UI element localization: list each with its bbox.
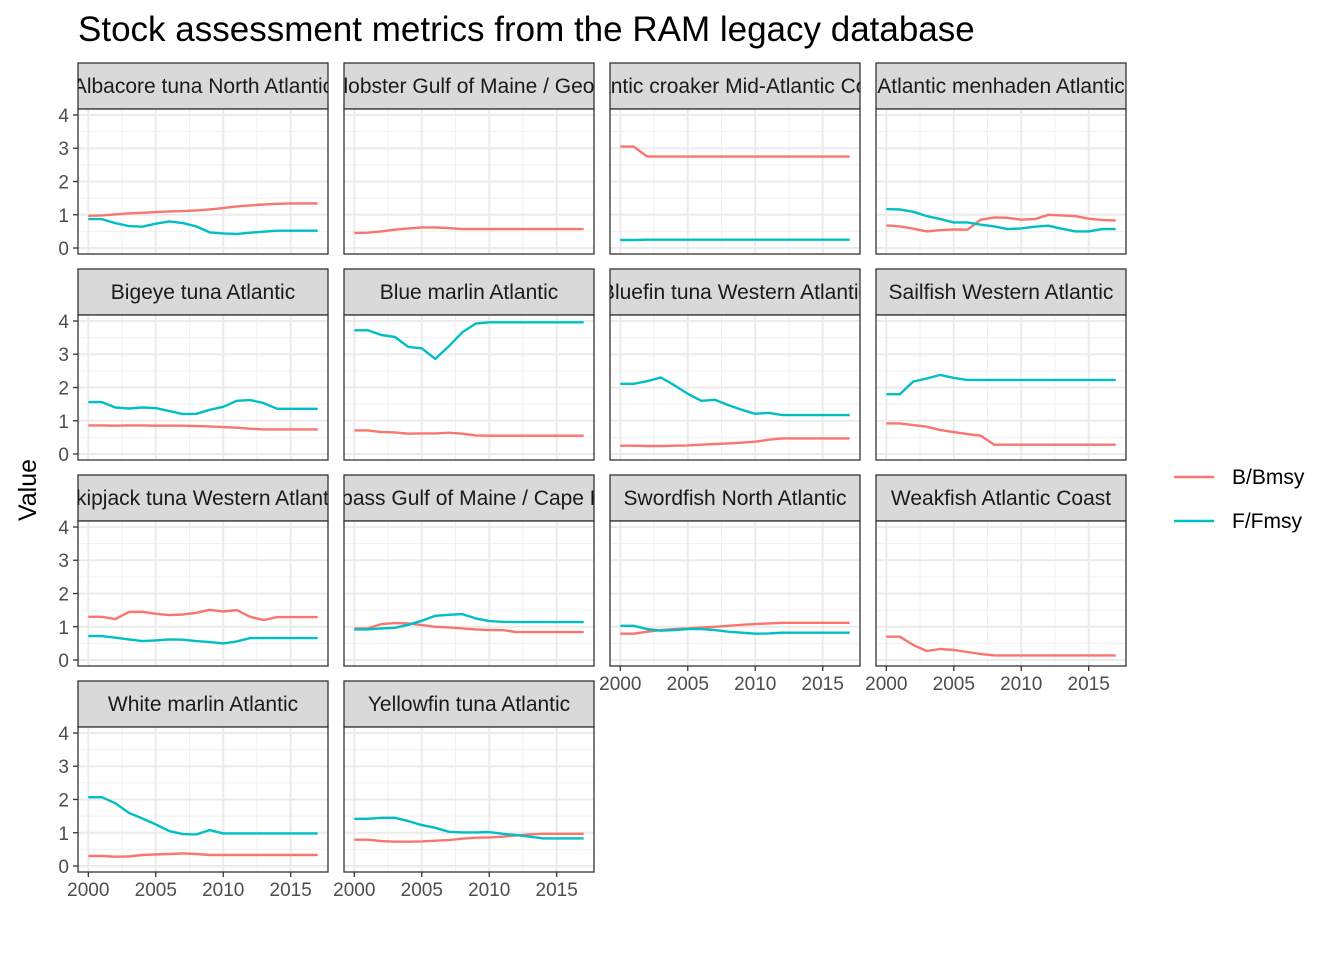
- facet-strip-label: Skipjack tuna Western Atlantic: [62, 487, 344, 510]
- facet-panel: Sailfish Western Atlantic: [876, 269, 1126, 460]
- y-tick-label: 4: [58, 724, 69, 745]
- facet-strip-label: Yellowfin tuna Atlantic: [368, 693, 570, 716]
- legend-item: B/Bmsy: [1174, 466, 1305, 489]
- facet-strip-label: Bigeye tuna Atlantic: [111, 281, 295, 304]
- y-tick-label: 3: [58, 757, 69, 778]
- x-tick-label: 2015: [802, 674, 844, 695]
- y-tick-label: 1: [58, 618, 69, 639]
- x-tick-label: 2005: [667, 674, 709, 695]
- facet-panel: Yellowfin tuna Atlantic 2000 2005 2010 2015: [333, 681, 594, 901]
- y-tick-label: 3: [58, 139, 69, 160]
- facet-panel: Bluefin tuna Western Atlantic: [601, 269, 869, 460]
- x-tick-label: 2010: [1000, 674, 1042, 695]
- x-tick-label: 2000: [599, 674, 641, 695]
- x-tick-label: 2000: [865, 674, 907, 695]
- facet-strip-label: Swordfish North Atlantic: [624, 487, 847, 510]
- y-tick-label: 0: [58, 651, 69, 672]
- y-tick-label: 2: [58, 173, 69, 194]
- x-tick-label: 2010: [202, 880, 244, 901]
- y-tick-label: 0: [58, 857, 69, 878]
- legend: B/Bmsy F/Fmsy: [1174, 466, 1305, 533]
- y-tick-label: 1: [58, 824, 69, 845]
- facet-panel: Albacore tuna North Atlantic 0 1 2 3 4: [58, 63, 333, 260]
- facet-panel: Atlantic croaker Mid-Atlantic Coast: [575, 63, 896, 254]
- facet-panel: White marlin Atlantic 0 1 2 3 4 2000 2005 2010 20…: [58, 681, 328, 901]
- facet-panel: Swordfish North Atlantic 2000 2005 2010 2015: [599, 475, 860, 695]
- x-tick-label: 2005: [401, 880, 443, 901]
- facet-panel: Skipjack tuna Western Atlantic 0 1 2 3 4: [58, 475, 344, 672]
- y-tick-label: 3: [58, 551, 69, 572]
- x-tick-label: 2015: [536, 880, 578, 901]
- facet-panel: Atlantic menhaden Atlantic: [876, 63, 1126, 254]
- y-axis-label: Value: [14, 459, 42, 521]
- legend-label: F/Fmsy: [1232, 510, 1302, 533]
- facet-panel: Bigeye tuna Atlantic 0 1 2 3 4: [58, 269, 328, 466]
- y-tick-label: 4: [58, 106, 69, 127]
- y-tick-label: 0: [58, 445, 69, 466]
- x-tick-label: 2015: [1068, 674, 1110, 695]
- facet-strip-label: Atlantic menhaden Atlantic: [877, 75, 1125, 98]
- x-tick-label: 2005: [135, 880, 177, 901]
- x-tick-label: 2015: [270, 880, 312, 901]
- x-tick-label: 2010: [734, 674, 776, 695]
- y-tick-label: 4: [58, 518, 69, 539]
- y-tick-label: 2: [58, 791, 69, 812]
- facet-strip-label: Atlantic croaker Mid-Atlantic Coast: [575, 75, 896, 98]
- facet-strip-label: White marlin Atlantic: [108, 693, 298, 716]
- y-tick-label: 1: [58, 412, 69, 433]
- x-tick-label: 2000: [333, 880, 375, 901]
- x-tick-label: 2005: [933, 674, 975, 695]
- facet-strip-label: Albacore tuna North Atlantic: [73, 75, 333, 98]
- facets-layer: Albacore tuna North Atlantic01234America…: [58, 63, 1126, 901]
- facet-strip-label: Sailfish Western Atlantic: [889, 281, 1114, 304]
- chart-title: Stock assessment metrics from the RAM le…: [78, 10, 975, 49]
- y-tick-label: 2: [58, 379, 69, 400]
- x-tick-label: 2000: [67, 880, 109, 901]
- facet-strip-label: Striped bass Gulf of Maine / Cape Hatter…: [269, 487, 669, 510]
- facet-panel: Blue marlin Atlantic: [344, 269, 594, 460]
- facet-panel: Weakfish Atlantic Coast 2000 2005 2010 2015: [865, 475, 1126, 695]
- y-tick-label: 2: [58, 585, 69, 606]
- y-tick-label: 4: [58, 312, 69, 333]
- y-tick-label: 1: [58, 206, 69, 227]
- legend-item: F/Fmsy: [1174, 510, 1302, 533]
- y-tick-label: 3: [58, 345, 69, 366]
- facet-strip-label: Weakfish Atlantic Coast: [891, 487, 1111, 510]
- x-tick-label: 2010: [468, 880, 510, 901]
- facet-strip-label: Blue marlin Atlantic: [380, 281, 559, 304]
- facet-panel: Striped bass Gulf of Maine / Cape Hatter…: [269, 475, 669, 666]
- y-tick-label: 0: [58, 239, 69, 260]
- facet-strip-label: Bluefin tuna Western Atlantic: [601, 281, 869, 304]
- legend-label: B/Bmsy: [1232, 466, 1305, 489]
